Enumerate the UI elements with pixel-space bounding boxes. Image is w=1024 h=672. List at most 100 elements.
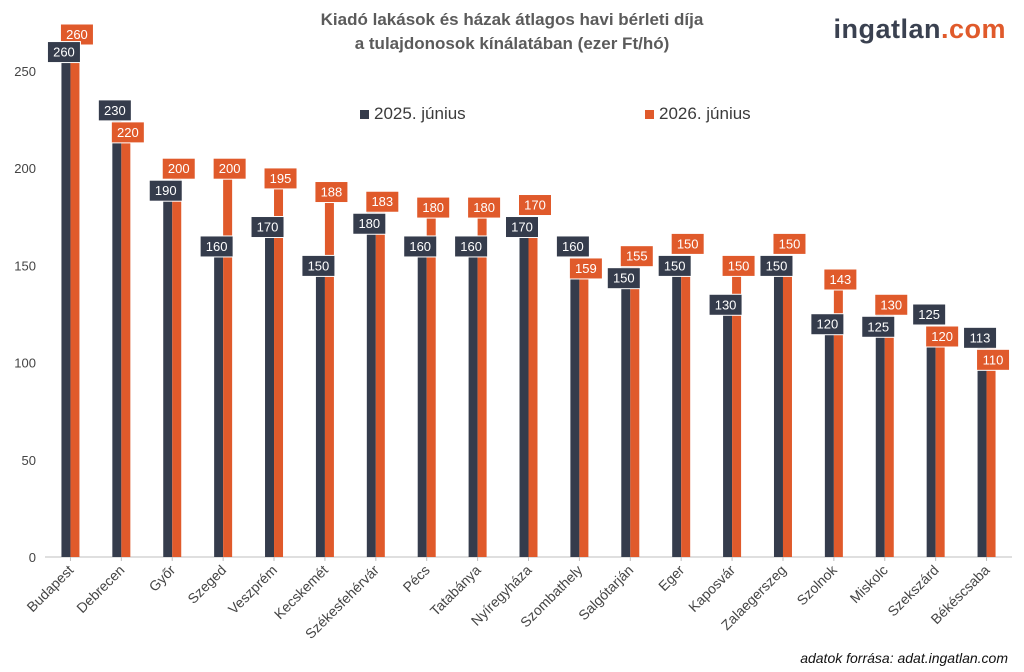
bar-2025-10: [570, 245, 580, 557]
bar-2026-0: [70, 51, 80, 558]
bar-2026-16: [884, 304, 894, 557]
data-label-2026-6: 183: [371, 194, 393, 209]
data-label-2026-16: 130: [880, 297, 902, 312]
bar-2025-14: [773, 265, 783, 557]
data-label-2025-6: 180: [358, 216, 380, 231]
y-tick-label: 0: [29, 550, 36, 565]
x-tick-label: Kaposvár: [685, 562, 738, 615]
bar-2026-6: [375, 201, 385, 558]
data-label-2026-13-box: [721, 254, 756, 277]
data-label-2026-2: 200: [168, 161, 190, 176]
data-label-2025-5-box: [301, 254, 336, 277]
data-label-2025-2: 190: [155, 183, 177, 198]
bar-2026-11: [630, 255, 640, 557]
bar-2026-17: [935, 323, 945, 557]
bar-2026-15: [833, 279, 843, 557]
data-label-2025-9-box: [505, 216, 539, 239]
data-label-2025-16-box: [861, 315, 896, 338]
data-label-2025-4-box: [250, 216, 285, 239]
bar-2025-1: [112, 109, 122, 557]
data-label-2026-10: 159: [575, 261, 597, 276]
y-tick-label: 150: [14, 258, 36, 273]
data-label-2025-3-box: [199, 235, 234, 258]
data-label-2025-16: 125: [867, 319, 889, 334]
chart-title-line2: a tulajdonosok kínálatában (ezer Ft/hó): [354, 34, 670, 53]
data-label-2026-16-box: [874, 293, 909, 316]
bar-2026-13: [732, 265, 742, 557]
data-label-2025-10: 160: [562, 239, 584, 254]
data-label-2025-12-box: [657, 254, 692, 277]
data-label-2026-4-box: [263, 167, 298, 190]
bar-2025-16: [875, 314, 885, 557]
data-label-2026-5: 188: [321, 185, 343, 200]
x-tick-label: Debrecen: [73, 562, 127, 616]
data-label-2025-4: 170: [257, 220, 279, 235]
x-tick-label: Salgótarján: [575, 562, 636, 623]
data-label-2026-6-box: [365, 190, 400, 213]
data-label-2026-15-box: [823, 268, 858, 291]
x-tick-label: Budapest: [23, 562, 76, 615]
data-label-2026-9-box: [518, 194, 552, 217]
data-label-2025-5: 150: [308, 258, 330, 273]
data-label-2025-17: 125: [918, 307, 940, 322]
y-tick-label: 200: [14, 161, 36, 176]
legend-swatch-2026: [645, 109, 654, 119]
data-label-2026-17: 120: [931, 329, 953, 344]
data-label-2026-18: 110: [983, 352, 1004, 367]
bar-2026-18: [986, 343, 996, 557]
data-label-2025-3: 160: [206, 239, 228, 254]
bar-2025-5: [315, 265, 325, 557]
data-label-2025-18-box: [963, 326, 998, 349]
data-label-2026-17-box: [925, 325, 960, 348]
data-label-2026-11-box: [619, 245, 654, 268]
bar-2025-12: [672, 265, 682, 557]
data-label-2025-1-box: [97, 99, 132, 122]
data-label-2026-1: 220: [117, 125, 139, 140]
bar-2025-2: [163, 187, 173, 557]
data-label-2025-11-box: [606, 267, 641, 290]
data-label-2025-1: 230: [104, 103, 126, 118]
data-label-2025-15: 120: [817, 317, 839, 332]
x-tick-label: Miskolc: [847, 562, 891, 606]
data-label-2025-6-box: [352, 212, 387, 235]
data-label-2025-9: 170: [511, 220, 533, 235]
legend-label-2026: 2026. június: [659, 104, 751, 123]
data-label-2026-8-box: [467, 196, 502, 219]
data-label-2025-2-box: [148, 179, 183, 202]
data-label-2025-7-box: [403, 235, 438, 258]
chart-title: Kiadó lakások és házak átlagos havi bérl…: [0, 8, 1024, 56]
y-tick-label: 50: [22, 453, 36, 468]
bar-2025-4: [265, 226, 275, 557]
data-label-2025-13-box: [708, 293, 743, 316]
y-tick-label: 250: [14, 64, 36, 79]
data-label-2026-1-box: [110, 121, 145, 144]
data-label-2026-14-box: [772, 232, 807, 255]
data-label-2025-17-box: [912, 303, 947, 326]
bar-2026-8: [477, 207, 487, 557]
data-label-2026-3-box: [212, 157, 247, 180]
data-label-2026-18-box: [976, 348, 1011, 371]
data-label-2025-10-box: [555, 235, 590, 258]
data-label-2026-15: 143: [830, 272, 852, 287]
data-label-2025-0-box: [46, 41, 81, 64]
brand-logo: ingatlan.com: [833, 14, 1006, 45]
data-label-2026-0: 260: [66, 27, 88, 42]
data-label-2026-9: 170: [524, 198, 546, 213]
legend-item-2025: 2025. június: [360, 104, 466, 124]
x-tick-label: Eger: [655, 562, 687, 594]
bar-2025-17: [926, 314, 936, 557]
bar-2026-9: [528, 226, 538, 557]
bar-2025-18: [977, 337, 987, 557]
data-label-2025-15-box: [810, 313, 845, 336]
legend-item-2026: 2026. június: [645, 104, 751, 124]
data-label-2026-2-box: [161, 157, 196, 180]
bar-2025-6: [366, 207, 376, 557]
data-label-2025-11: 150: [613, 271, 635, 286]
legend-label-2025: 2025. június: [374, 104, 466, 123]
data-label-2026-3: 200: [219, 161, 241, 176]
data-label-2025-8-box: [454, 235, 489, 258]
data-label-2026-12: 150: [677, 236, 699, 251]
x-tick-label: Szeged: [184, 562, 229, 607]
data-label-2026-7: 180: [422, 200, 444, 215]
